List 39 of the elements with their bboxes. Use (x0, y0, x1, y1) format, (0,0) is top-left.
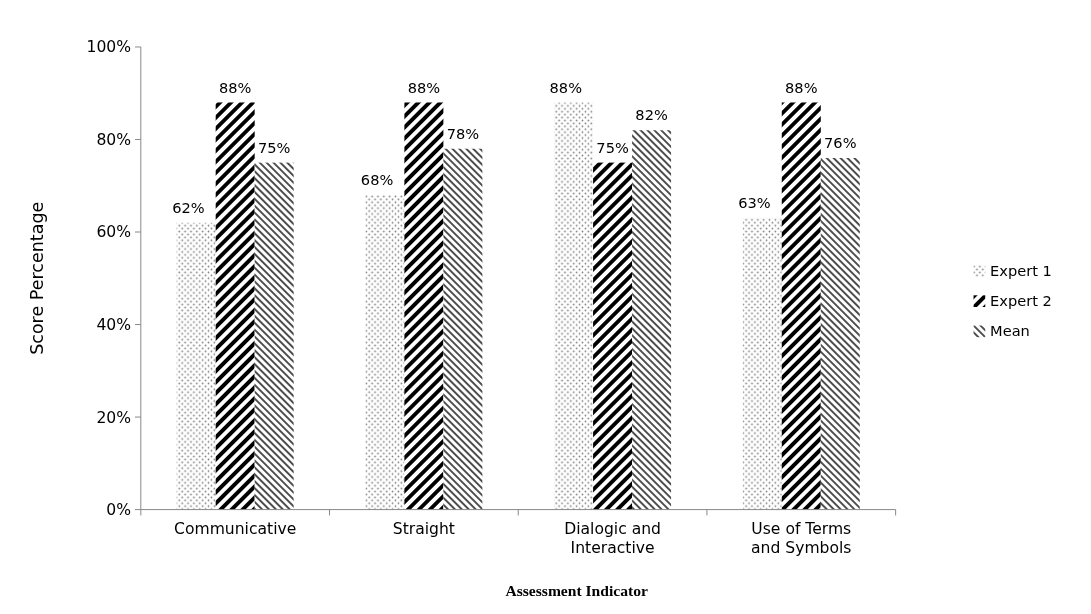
y-tick-label: 100% (86, 38, 132, 57)
x-tick-label: Use of Terms and Symbols (751, 519, 852, 558)
legend-label: Mean (990, 322, 1030, 340)
x-tick-label: Communicative (174, 519, 297, 538)
bar (742, 218, 782, 510)
y-tick-label: 0% (106, 501, 132, 520)
x-tick-label: Straight (392, 519, 455, 538)
data-label: 88% (785, 78, 818, 96)
data-label: 82% (635, 106, 668, 124)
bar (254, 162, 294, 510)
bar (176, 222, 216, 510)
bar (781, 102, 821, 510)
data-label: 68% (360, 171, 394, 189)
y-axis-title: Score Percentage (27, 201, 48, 355)
data-label: 88% (407, 78, 441, 96)
data-label: 88% (218, 78, 252, 96)
bar (365, 195, 405, 510)
bar (443, 148, 483, 510)
bar (820, 157, 860, 510)
legend-label: Expert 1 (990, 262, 1052, 280)
x-axis-title: Assessment Indicator (505, 582, 648, 600)
data-label: 88% (549, 78, 583, 96)
data-label: 62% (172, 199, 205, 217)
data-label: 78% (446, 125, 480, 142)
bar (215, 102, 255, 510)
legend-label: Expert 2 (990, 292, 1052, 310)
y-tick-label: 60% (96, 223, 132, 242)
bar (593, 162, 633, 510)
bar (404, 102, 444, 510)
data-label: 75% (596, 138, 629, 156)
data-label: 63% (738, 194, 771, 212)
data-label: 76% (824, 134, 857, 152)
bar (554, 102, 594, 510)
data-label: 75% (257, 138, 291, 156)
y-tick-label: 80% (96, 130, 132, 149)
y-tick-label: 20% (96, 408, 132, 427)
bar (632, 130, 672, 510)
x-tick-label: Dialogic and Interactive (564, 519, 661, 558)
y-tick-label: 40% (96, 315, 132, 334)
